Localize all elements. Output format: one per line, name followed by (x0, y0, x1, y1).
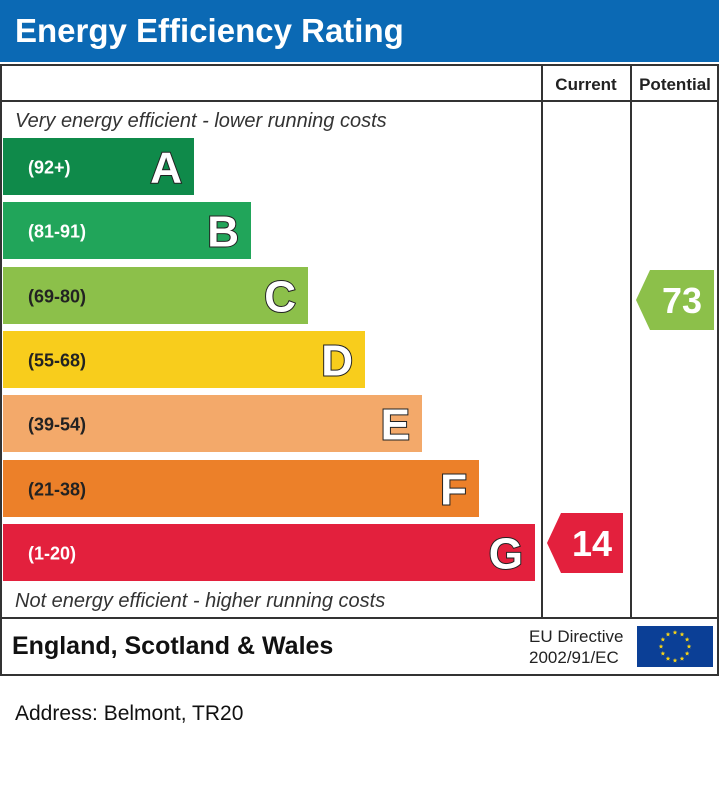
current-rating-arrow: 14 (547, 513, 623, 573)
current-rating-arrow-value: 14 (572, 523, 612, 564)
band-range-label: (21-38) (28, 480, 86, 500)
band-letter: C (264, 273, 296, 322)
flag-star (660, 637, 666, 642)
band-range-label: (55-68) (28, 351, 86, 371)
page-title: Energy Efficiency Rating (15, 12, 404, 49)
flag-star (665, 656, 671, 661)
band-bar-c (3, 267, 308, 324)
flag-star (679, 631, 685, 637)
band-range-label: (92+) (28, 158, 71, 178)
band-f: (21-38) F (3, 460, 479, 517)
band-letter: G (489, 530, 523, 579)
band-d: (55-68) D (3, 331, 365, 388)
band-range-label: (81-91) (28, 222, 86, 242)
band-bar-d (3, 331, 365, 388)
band-bar-e (3, 395, 422, 452)
bottom-note: Not energy efficient - higher running co… (15, 590, 385, 612)
header-banner: Energy Efficiency Rating (0, 0, 719, 62)
band-range-label: (69-80) (28, 287, 86, 307)
potential-rating-arrow-value: 73 (662, 280, 702, 321)
rating-arrows: 14 73 (547, 270, 714, 573)
potential-rating-arrow-shape (636, 270, 714, 330)
band-letter: A (150, 144, 182, 193)
band-range-label: (1-20) (28, 544, 76, 564)
band-letter: D (321, 337, 353, 386)
flag-star (684, 651, 690, 656)
flag-star (672, 630, 678, 635)
directive-line-1: EU Directive (529, 627, 623, 646)
band-g: (1-20) G (3, 524, 535, 581)
energy-rating-chart: Current Potential Very energy efficient … (0, 64, 719, 676)
footer-region: England, Scotland & Wales (12, 632, 333, 660)
eu-flag-icon (637, 626, 713, 667)
flag-star (660, 651, 666, 656)
band-bar-g (3, 524, 535, 581)
directive-line-2: 2002/91/EC (529, 648, 619, 667)
current-rating-arrow-shape (547, 513, 623, 573)
band-letter: F (440, 466, 467, 515)
rating-bands: (92+) A (81-91) B (69-80) C (55-68) D (39-54) E (2… (3, 138, 535, 581)
flag-star (665, 631, 671, 637)
top-note: Very energy efficient - lower running co… (15, 110, 387, 132)
potential-rating-arrow: 73 (636, 270, 714, 330)
band-e: (39-54) E (3, 395, 422, 452)
band-bar-b (3, 202, 251, 259)
band-bar-f (3, 460, 479, 517)
flag-star (672, 658, 678, 663)
band-range-label: (39-54) (28, 415, 86, 435)
flag-star (658, 644, 664, 649)
band-c: (69-80) C (3, 267, 308, 324)
potential-column-header: Potential (639, 75, 711, 94)
band-b: (81-91) B (3, 202, 251, 259)
flag-star (679, 656, 685, 661)
flag-star (684, 637, 690, 642)
band-a: (92+) A (3, 138, 194, 195)
band-letter: E (381, 401, 410, 450)
current-column-header: Current (555, 75, 617, 94)
band-letter: B (207, 208, 239, 257)
flag-star (686, 644, 692, 649)
property-address: Address: Belmont, TR20 (15, 702, 244, 725)
band-bar-a (3, 138, 194, 195)
